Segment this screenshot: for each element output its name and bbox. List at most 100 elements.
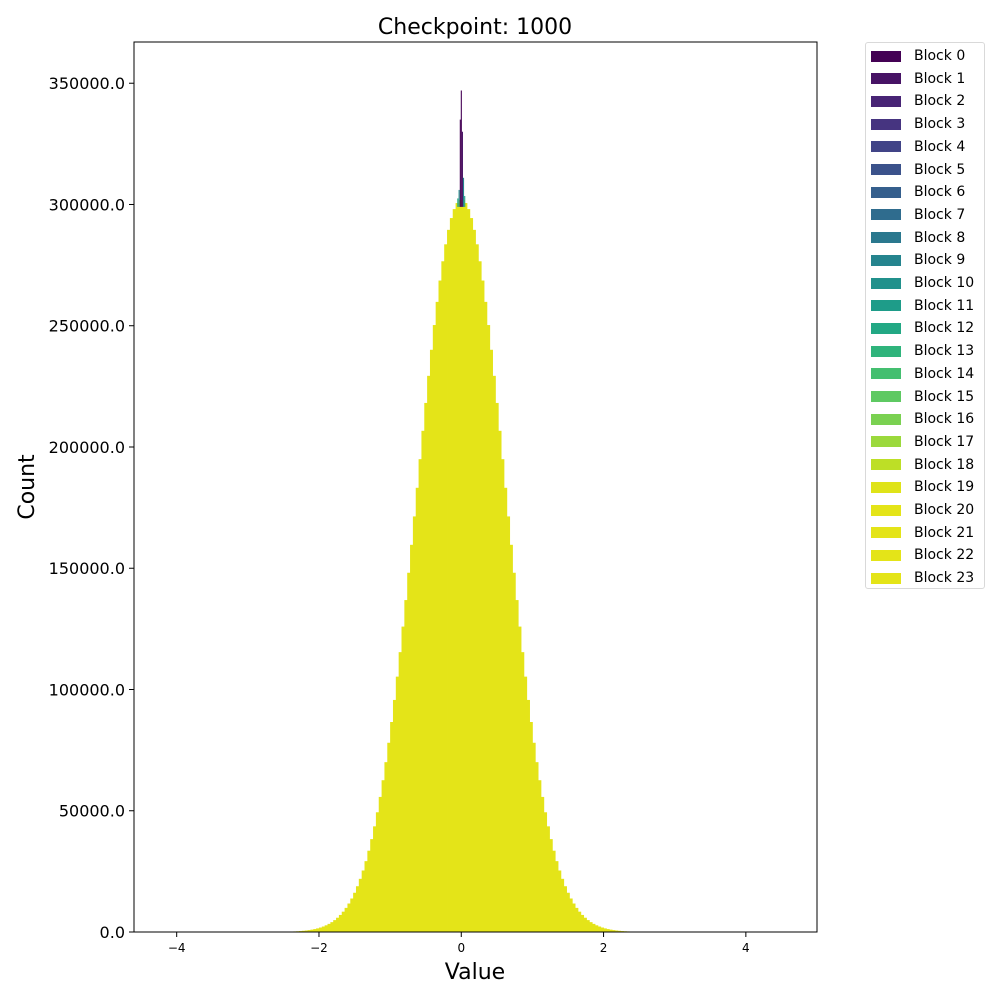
legend-swatch (871, 322, 901, 334)
histogram-bar (464, 203, 468, 932)
histogram-bar (310, 929, 314, 932)
legend-item: Block 5 (871, 159, 965, 181)
legend-label: Block 5 (914, 161, 966, 178)
histogram-bar (392, 699, 397, 932)
legend-label: Block 7 (914, 206, 966, 223)
histogram-bar (506, 516, 511, 932)
histogram-bar (495, 402, 499, 932)
legend-swatch (871, 572, 901, 584)
legend-item: Block 21 (871, 522, 974, 544)
histogram-bar (301, 930, 306, 932)
histogram-bar (609, 929, 613, 932)
x-tick-label: 0 (457, 941, 465, 955)
legend-swatch (871, 277, 901, 289)
legend-item: Block 12 (871, 317, 974, 339)
legend-label: Block 3 (914, 116, 966, 133)
legend-label: Block 2 (914, 93, 966, 110)
histogram-bar (427, 375, 431, 933)
legend-label: Block 19 (914, 479, 975, 496)
histogram-bar (318, 927, 323, 932)
histogram-bar (344, 907, 348, 932)
histogram-bar (333, 920, 337, 932)
spike-bar (457, 198, 459, 207)
legend-item: Block 15 (871, 386, 974, 408)
histogram-bar (492, 375, 496, 933)
legend-item: Block 20 (871, 499, 974, 521)
histogram-bar (512, 572, 516, 932)
histogram-bar (452, 209, 456, 933)
histogram-bar (549, 839, 553, 932)
legend-swatch (871, 368, 901, 380)
histogram-bar (469, 218, 474, 932)
chart-title: Checkpoint: 1000 (378, 15, 572, 40)
histogram-bar (597, 926, 602, 932)
histogram-bar (552, 850, 556, 932)
histogram-bar (481, 280, 485, 932)
histogram-bar (410, 544, 414, 932)
y-axis: 0.0 50000.0 100000.0 150000.0 200000.0 250000… (49, 74, 134, 942)
histogram-bar (475, 244, 479, 932)
legend-swatch (871, 391, 901, 402)
legend-item: Block 16 (871, 408, 974, 430)
histogram-bar (498, 430, 502, 932)
histogram-bar (307, 930, 311, 932)
histogram-bar (447, 229, 451, 932)
histogram-bar (526, 699, 530, 932)
legend-label: Block 0 (914, 48, 966, 64)
histogram-bar (603, 928, 607, 932)
histogram-bar (444, 244, 448, 932)
legend-item: Block 4 (871, 136, 965, 158)
histogram-bar (401, 626, 405, 932)
histogram-bar (532, 742, 536, 932)
histogram-bar (361, 870, 365, 932)
histogram-bar (546, 826, 550, 932)
legend-label: Block 14 (914, 365, 975, 382)
histogram-bar (523, 676, 528, 932)
histogram-bar (535, 762, 539, 932)
spike-bar (458, 189, 460, 207)
histogram-bar (580, 914, 585, 932)
legend-item: Block 6 (871, 181, 965, 203)
histogram-bar (489, 349, 493, 932)
legend-swatch (871, 527, 901, 539)
histogram-bar (421, 430, 425, 932)
y-tick-label: 0.0 (100, 923, 125, 942)
histogram-bar (304, 930, 308, 932)
legend-swatch (871, 164, 901, 175)
spike-bar (461, 131, 463, 207)
legend-swatch (871, 300, 901, 312)
legend-label: Block 9 (914, 252, 966, 269)
histogram-bar (540, 796, 545, 932)
histogram-bar (555, 861, 559, 932)
histogram-bar (592, 923, 596, 932)
legend-item: Block 13 (871, 340, 974, 362)
histogram-bar (350, 898, 354, 932)
histogram-bar (313, 929, 317, 932)
histogram-bar (330, 922, 334, 932)
legend-swatch (871, 95, 901, 107)
histogram-bar (529, 722, 533, 932)
histogram-bar (353, 892, 357, 932)
plot-frame (133, 41, 818, 933)
histogram-bar (589, 922, 593, 932)
y-axis-label: Count (15, 454, 40, 520)
histogram-bar (503, 487, 508, 932)
x-axis: −4 −2 0 2 4 (168, 932, 750, 955)
histogram-bar (486, 325, 491, 932)
legend-label: Block 8 (914, 229, 966, 246)
legend-swatch (871, 345, 901, 357)
x-tick-label: 2 (600, 941, 608, 955)
y-tick-label: 300000.0 (49, 195, 125, 214)
legend-label: Block 16 (914, 411, 975, 428)
histogram-bar (435, 301, 439, 933)
legend-item: Block 1 (871, 68, 965, 90)
legend-label: Block 17 (914, 433, 975, 450)
x-tick-label: 4 (742, 941, 750, 955)
histogram-bar (347, 903, 351, 932)
histogram-bar (415, 487, 419, 932)
x-tick-label: −4 (168, 941, 186, 955)
legend: Block 0 Block 1 Block 2 Block 3 Block 4 Block… (865, 42, 985, 589)
legend-item: Block 17 (871, 431, 974, 453)
legend-item: Block 23 (871, 567, 974, 589)
legend-label: Block 6 (914, 184, 966, 201)
